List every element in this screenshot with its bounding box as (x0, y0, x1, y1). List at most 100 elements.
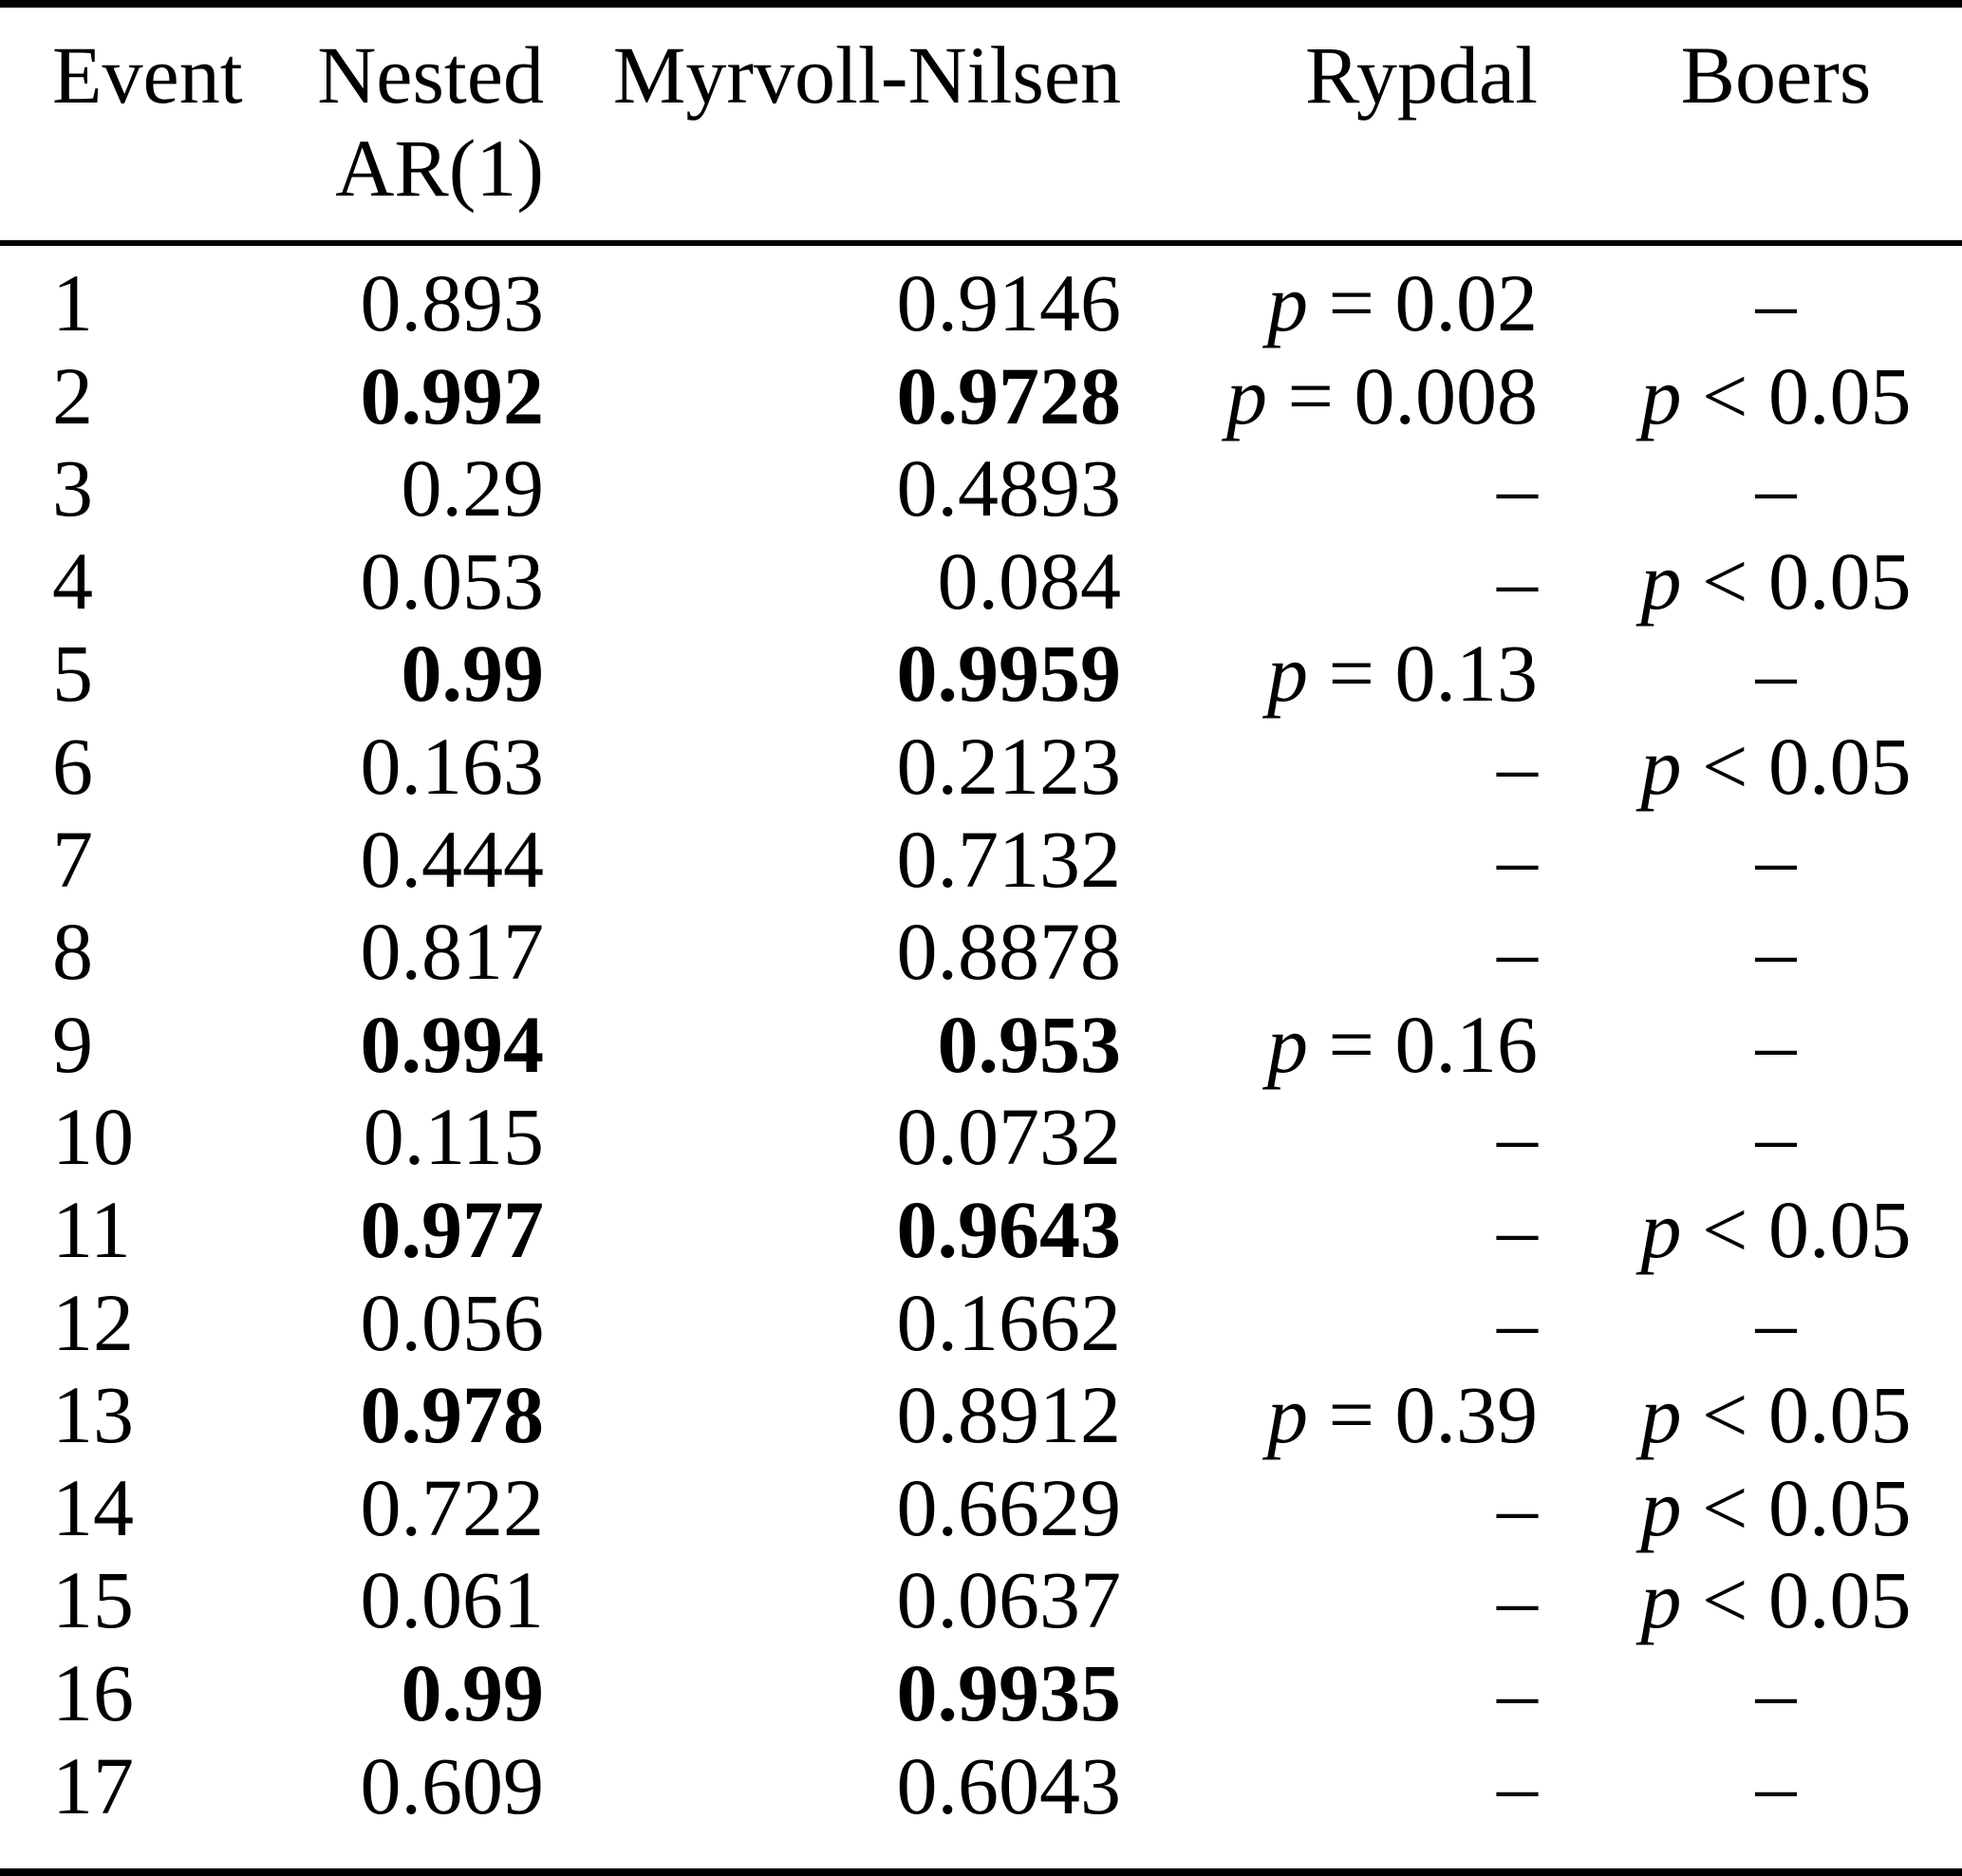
p-variable: p (1640, 1183, 1682, 1275)
myrvoll-nilsen-cell: 0.1662 (896, 1276, 1122, 1368)
event-cell: 12 (52, 1276, 134, 1368)
table-row: 13 0.978 0.8912 p = 0.39 p < 0.05 (0, 1369, 1962, 1462)
col-header-boers-label: Boers (1680, 29, 1872, 121)
boers-cell: – (1755, 906, 1797, 998)
rypdal-cell: p = 0.16 (1266, 998, 1538, 1090)
rypdal-cell: – (1497, 1554, 1538, 1646)
table-row: 1 0.893 0.9146 p = 0.02 – (0, 257, 1962, 350)
boers-cell: – (1755, 1091, 1797, 1183)
table-header-row: Event Nested AR(1) Myrvoll-Nilsen Rypdal… (0, 8, 1962, 246)
table-row: 4 0.053 0.084 – p < 0.05 (0, 535, 1962, 628)
col-header-event: Event (0, 8, 294, 240)
rypdal-cell: – (1497, 535, 1538, 627)
myrvoll-nilsen-cell: 0.9959 (896, 628, 1122, 720)
nested-ar1-cell: 0.99 (401, 628, 545, 720)
myrvoll-nilsen-cell: 0.8878 (896, 906, 1122, 998)
boers-cell: – (1755, 813, 1797, 905)
boers-cell: p < 0.05 (1640, 1183, 1912, 1275)
rypdal-cell: – (1497, 1461, 1538, 1553)
table-row: 12 0.056 0.1662 – – (0, 1277, 1962, 1370)
nested-ar1-cell: 0.061 (360, 1554, 545, 1646)
rypdal-cell: – (1497, 1091, 1538, 1183)
event-cell: 2 (52, 349, 93, 441)
myrvoll-nilsen-cell: 0.0732 (896, 1091, 1122, 1183)
myrvoll-nilsen-cell: 0.084 (937, 535, 1122, 627)
table-row: 9 0.994 0.953 p = 0.16 – (0, 999, 1962, 1092)
nested-ar1-cell: 0.977 (360, 1183, 545, 1275)
nested-ar1-cell: 0.994 (360, 998, 545, 1090)
boers-cell: p < 0.05 (1640, 1461, 1912, 1553)
myrvoll-nilsen-cell: 0.9935 (896, 1646, 1122, 1738)
event-cell: 6 (52, 720, 93, 812)
p-variable: p (1640, 1461, 1682, 1553)
table-row: 8 0.817 0.8878 – – (0, 906, 1962, 999)
col-header-nested-line1: Nested (317, 29, 544, 121)
nested-ar1-cell: 0.115 (363, 1091, 544, 1183)
event-cell: 10 (52, 1091, 134, 1183)
col-header-myrvoll-nilsen: Myrvoll-Nilsen (544, 8, 1121, 240)
p-variable: p (1225, 349, 1267, 441)
event-cell: 17 (52, 1739, 134, 1831)
table-row: 7 0.444 0.7132 – – (0, 814, 1962, 907)
boers-cell: p < 0.05 (1640, 1554, 1912, 1646)
p-variable: p (1266, 257, 1308, 348)
event-cell: 7 (52, 813, 93, 905)
event-cell: 15 (52, 1554, 134, 1646)
col-header-myrvoll-label: Myrvoll-Nilsen (612, 29, 1121, 121)
boers-cell: – (1755, 442, 1797, 535)
p-variable: p (1640, 1554, 1682, 1646)
table-row: 6 0.163 0.2123 – p < 0.05 (0, 721, 1962, 814)
nested-ar1-cell: 0.444 (360, 813, 545, 905)
event-cell: 16 (52, 1646, 134, 1738)
table-row: 17 0.609 0.6043 – – (0, 1740, 1962, 1833)
col-header-nested-line2: AR(1) (335, 122, 544, 214)
boers-cell: – (1755, 257, 1797, 348)
col-header-event-label: Event (52, 29, 243, 121)
rypdal-cell: p = 0.39 (1266, 1369, 1538, 1461)
table-row: 3 0.29 0.4893 – – (0, 442, 1962, 535)
boers-cell: p < 0.05 (1640, 535, 1912, 627)
rypdal-cell: – (1497, 906, 1538, 998)
table-row: 2 0.992 0.9728 p = 0.008 p < 0.05 (0, 350, 1962, 443)
event-cell: 8 (52, 906, 93, 998)
p-variable: p (1640, 349, 1682, 441)
p-variable: p (1266, 628, 1308, 720)
nested-ar1-cell: 0.163 (360, 720, 545, 812)
nested-ar1-cell: 0.817 (360, 906, 545, 998)
myrvoll-nilsen-cell: 0.9643 (896, 1183, 1122, 1275)
myrvoll-nilsen-cell: 0.8912 (896, 1369, 1122, 1461)
boers-cell: – (1755, 1276, 1797, 1368)
boers-cell: – (1755, 628, 1797, 720)
myrvoll-nilsen-cell: 0.0637 (896, 1554, 1122, 1646)
col-header-rypdal: Rypdal (1121, 8, 1538, 240)
event-cell: 1 (52, 257, 93, 348)
col-header-rypdal-label: Rypdal (1305, 29, 1538, 121)
table-row: 15 0.061 0.0637 – p < 0.05 (0, 1554, 1962, 1647)
event-cell: 4 (52, 535, 93, 627)
event-cell: 11 (52, 1183, 131, 1275)
myrvoll-nilsen-cell: 0.7132 (896, 813, 1122, 905)
myrvoll-nilsen-cell: 0.4893 (896, 442, 1122, 535)
p-variable: p (1640, 535, 1682, 627)
p-variable: p (1266, 998, 1308, 1090)
table-body: 1 0.893 0.9146 p = 0.02 – 2 0.992 0.9728 p = 0.0… (0, 246, 1962, 1832)
rypdal-cell: p = 0.008 (1225, 349, 1538, 441)
myrvoll-nilsen-cell: 0.6629 (896, 1461, 1122, 1553)
boers-cell: – (1755, 998, 1797, 1090)
myrvoll-nilsen-cell: 0.953 (937, 998, 1122, 1090)
nested-ar1-cell: 0.978 (360, 1369, 545, 1461)
event-cell: 3 (52, 442, 93, 535)
rypdal-cell: p = 0.02 (1266, 257, 1538, 348)
boers-cell: – (1755, 1646, 1797, 1738)
nested-ar1-cell: 0.609 (360, 1739, 545, 1831)
p-variable: p (1640, 720, 1682, 812)
myrvoll-nilsen-cell: 0.6043 (896, 1739, 1122, 1831)
table-row: 16 0.99 0.9935 – – (0, 1647, 1962, 1740)
boers-cell: p < 0.05 (1640, 720, 1912, 812)
rypdal-cell: – (1497, 1183, 1538, 1275)
event-cell: 9 (52, 998, 93, 1090)
p-variable: p (1640, 1369, 1682, 1461)
p-variable: p (1266, 1369, 1308, 1461)
